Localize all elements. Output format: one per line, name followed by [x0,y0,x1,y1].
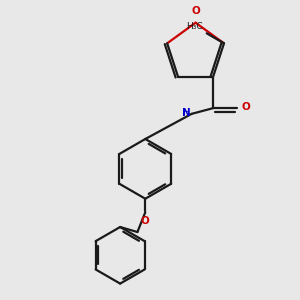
Text: H: H [182,108,189,117]
Text: N: N [182,108,191,118]
Text: O: O [141,216,150,226]
Text: O: O [191,6,200,16]
Text: O: O [242,102,250,112]
Text: H₃C: H₃C [186,22,203,31]
